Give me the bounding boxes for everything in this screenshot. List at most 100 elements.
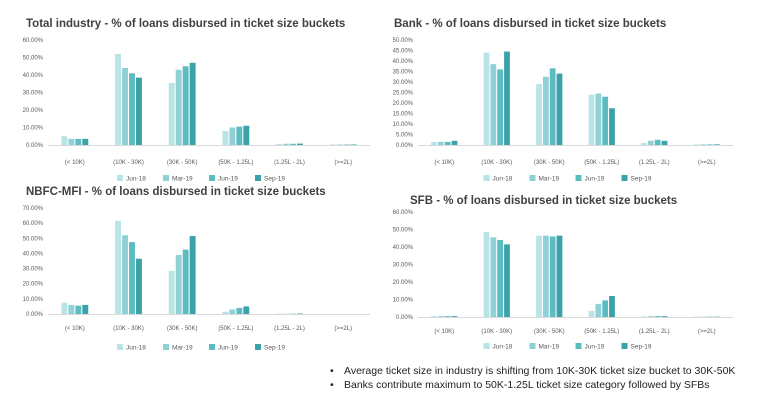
bar bbox=[350, 144, 357, 145]
bar bbox=[661, 316, 668, 317]
legend-label: Sep-19 bbox=[631, 344, 652, 351]
y-tick-label: 20.00% bbox=[393, 280, 414, 286]
bar bbox=[483, 232, 490, 317]
y-tick-label: 60.00% bbox=[393, 210, 414, 216]
bar bbox=[451, 316, 458, 317]
legend-swatch bbox=[529, 343, 536, 349]
category-label: (10K - 30K) bbox=[481, 329, 512, 335]
bar bbox=[588, 94, 595, 145]
bar bbox=[536, 84, 542, 145]
bar bbox=[431, 316, 437, 317]
bar bbox=[329, 144, 336, 145]
bar bbox=[483, 52, 490, 145]
bar bbox=[444, 141, 451, 145]
bar-chart: Total industry - % of loans disbursed in… bbox=[23, 18, 370, 183]
legend-swatch bbox=[483, 343, 490, 349]
y-tick-label: 45.00% bbox=[393, 49, 414, 55]
bar bbox=[68, 138, 75, 145]
y-tick-label: 20.00% bbox=[23, 108, 44, 114]
bar bbox=[707, 144, 714, 145]
bar bbox=[297, 143, 303, 145]
takeaway-text: Average ticket size in industry is shift… bbox=[344, 365, 736, 377]
y-tick-label: 0.00% bbox=[26, 143, 44, 149]
y-tick-label: 50.00% bbox=[23, 236, 44, 242]
category-label: (>=2L) bbox=[698, 160, 716, 166]
chart-title: Bank - % of loans disbursed in ticket si… bbox=[394, 18, 666, 30]
category-label: (50K - 1.25L) bbox=[584, 160, 619, 166]
bar bbox=[504, 51, 510, 145]
key-takeaways-list: • Average ticket size in industry is shif… bbox=[330, 364, 735, 392]
bar bbox=[549, 236, 556, 317]
category-label: (1.25L - 2L) bbox=[639, 160, 670, 166]
bullet-icon: • bbox=[330, 379, 334, 391]
legend-swatch bbox=[163, 344, 169, 350]
takeaway-item: • Banks contribute maximum to 50K-1.25L t… bbox=[330, 378, 735, 392]
y-tick-label: 40.00% bbox=[393, 59, 414, 65]
legend-label: Mar-19 bbox=[172, 176, 193, 183]
bar bbox=[714, 144, 720, 145]
category-label: (>=2L) bbox=[334, 160, 352, 166]
y-tick-label: 30.00% bbox=[23, 267, 44, 273]
category-label: (< 10K) bbox=[65, 326, 85, 332]
bar bbox=[129, 242, 135, 314]
bar bbox=[182, 66, 189, 145]
legend-label: Jun-18 bbox=[493, 176, 513, 183]
legend-swatch bbox=[117, 175, 123, 181]
bar bbox=[588, 310, 595, 317]
y-tick-label: 10.00% bbox=[23, 126, 44, 132]
y-tick-label: 40.00% bbox=[393, 245, 414, 251]
bar bbox=[236, 307, 243, 314]
bar bbox=[115, 54, 121, 145]
bar bbox=[229, 309, 236, 314]
y-tick-label: 30.00% bbox=[393, 80, 414, 86]
bar bbox=[276, 143, 282, 145]
y-tick-label: 40.00% bbox=[23, 73, 44, 79]
y-tick-label: 60.00% bbox=[23, 221, 44, 227]
legend-label: Jun-19 bbox=[218, 345, 238, 352]
legend-label: Mar-19 bbox=[539, 344, 560, 351]
bar bbox=[497, 240, 504, 317]
bar bbox=[229, 127, 236, 145]
category-label: (10K - 30K) bbox=[113, 160, 144, 166]
bar bbox=[556, 235, 563, 317]
bar bbox=[602, 300, 609, 317]
bar bbox=[431, 141, 437, 145]
bar bbox=[68, 304, 75, 314]
category-label: (< 10K) bbox=[434, 329, 454, 335]
y-tick-label: 50.00% bbox=[393, 38, 414, 44]
category-label: (30K - 50K) bbox=[534, 160, 565, 166]
bar bbox=[451, 140, 458, 145]
bar bbox=[75, 138, 82, 145]
bar bbox=[222, 311, 229, 314]
bar bbox=[654, 139, 661, 145]
bar bbox=[444, 316, 451, 317]
category-label: (30K - 50K) bbox=[534, 329, 565, 335]
bar bbox=[336, 144, 343, 145]
legend-label: Mar-19 bbox=[172, 345, 193, 352]
legend-swatch bbox=[209, 175, 215, 181]
category-label: (< 10K) bbox=[434, 160, 454, 166]
category-label: (>=2L) bbox=[698, 329, 716, 335]
legend-swatch bbox=[255, 344, 261, 350]
bar bbox=[602, 96, 609, 145]
legend-swatch bbox=[621, 343, 628, 349]
takeaway-item: • Average ticket size in industry is shif… bbox=[330, 364, 735, 378]
category-label: (30K - 50K) bbox=[167, 160, 198, 166]
y-tick-label: 70.00% bbox=[23, 206, 44, 212]
bar bbox=[82, 138, 89, 145]
y-tick-label: 35.00% bbox=[393, 70, 414, 76]
legend-swatch bbox=[117, 344, 123, 350]
bar bbox=[122, 235, 128, 314]
bar bbox=[693, 144, 700, 145]
chart-title: NBFC-MFI - % of loans disbursed in ticke… bbox=[26, 186, 326, 198]
y-tick-label: 60.00% bbox=[23, 38, 44, 44]
bar bbox=[542, 76, 549, 145]
y-tick-label: 50.00% bbox=[393, 228, 414, 234]
bar bbox=[647, 316, 654, 317]
bar bbox=[61, 302, 68, 314]
bar-chart: NBFC-MFI - % of loans disbursed in ticke… bbox=[23, 186, 370, 352]
y-tick-label: 5.00% bbox=[396, 133, 414, 139]
bar bbox=[556, 73, 563, 145]
bar bbox=[222, 131, 229, 145]
bar bbox=[82, 304, 89, 314]
